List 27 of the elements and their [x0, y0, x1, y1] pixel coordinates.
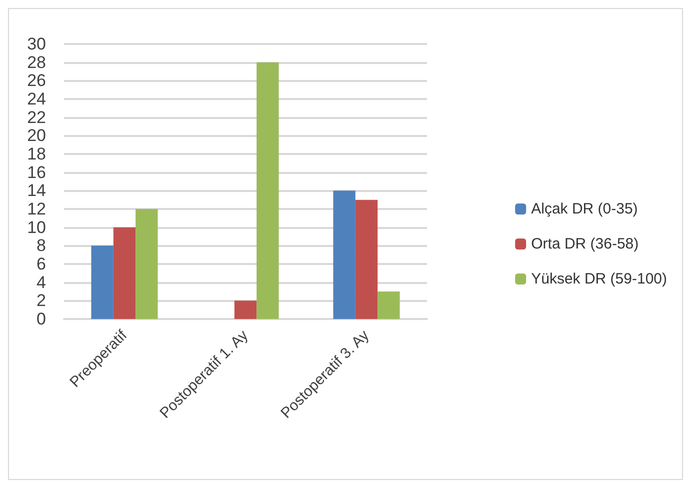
y-tick-label: 6 — [36, 254, 46, 274]
y-tick-label: 0 — [36, 310, 46, 328]
legend-label: Orta DR (36-58) — [531, 236, 639, 252]
y-tick-label: 18 — [27, 144, 46, 164]
bar — [333, 190, 356, 319]
legend-label: Alçak DR (0-35) — [531, 200, 638, 218]
y-tick-label: 28 — [27, 52, 46, 72]
bar — [355, 200, 378, 319]
y-tick-label: 8 — [36, 236, 46, 256]
y-tick-label: 30 — [27, 34, 46, 54]
bar — [256, 62, 279, 319]
y-tick-label: 20 — [27, 126, 46, 146]
y-tick-label: 12 — [27, 200, 46, 218]
y-tick-label: 2 — [36, 291, 46, 310]
legend-label: Yüksek DR (59-100) — [531, 270, 668, 288]
y-tick-label: 14 — [27, 181, 46, 200]
y-tick-label: 26 — [27, 71, 46, 90]
y-tick-label: 10 — [27, 218, 46, 237]
bar — [91, 246, 114, 319]
y-tick-label: 4 — [36, 272, 46, 292]
bar — [136, 209, 158, 319]
y-tick-label: 24 — [27, 90, 46, 108]
y-tick-label: 22 — [27, 108, 46, 127]
bar — [113, 227, 136, 319]
y-tick-label: 16 — [27, 162, 46, 182]
bar — [234, 300, 257, 319]
bar — [378, 292, 400, 319]
